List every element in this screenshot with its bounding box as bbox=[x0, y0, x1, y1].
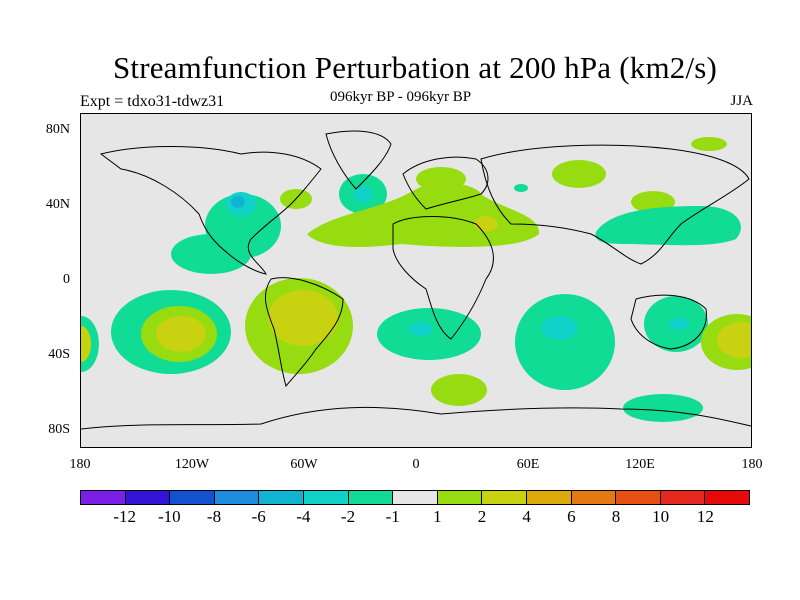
season-label: JJA bbox=[730, 93, 753, 109]
colorbar-label: 10 bbox=[652, 507, 670, 526]
colorbar-swatch bbox=[170, 491, 215, 504]
colorbar-swatch bbox=[526, 491, 572, 504]
colorbar-swatch bbox=[571, 491, 617, 504]
colorbar-label: 4 bbox=[522, 507, 531, 526]
chart-title: Streamfunction Perturbation at 200 hPa (… bbox=[112, 50, 718, 85]
colorbar-swatch bbox=[125, 491, 171, 504]
contour-negative bbox=[353, 186, 373, 202]
contour-positive bbox=[431, 374, 487, 406]
contour-positive bbox=[268, 290, 338, 346]
colorbar-label: 6 bbox=[567, 507, 576, 526]
coastline-south-america bbox=[264, 277, 344, 388]
lon-label: 120W bbox=[174, 457, 210, 472]
contour-negative bbox=[541, 316, 577, 340]
map-svg bbox=[81, 130, 751, 430]
colorbar-label: -1 bbox=[385, 507, 400, 526]
colorbar-swatch bbox=[482, 491, 527, 504]
colorbar-swatch bbox=[393, 491, 438, 504]
colorbar-label: -12 bbox=[113, 507, 136, 526]
coastline-africa bbox=[392, 216, 494, 340]
contour-negative bbox=[515, 294, 615, 390]
lon-label: 60W bbox=[290, 457, 318, 472]
colorbar bbox=[80, 490, 750, 505]
colorbar-label: -4 bbox=[296, 507, 311, 526]
contour-negative bbox=[231, 196, 245, 208]
contour-positive bbox=[691, 137, 727, 151]
contour-positive bbox=[717, 322, 751, 358]
colorbar-label: 2 bbox=[477, 507, 487, 526]
colorbar-swatch bbox=[259, 491, 304, 504]
contour-negative bbox=[514, 184, 528, 192]
colorbar-swatch bbox=[616, 491, 661, 504]
colorbar-swatch bbox=[214, 491, 260, 504]
contour-positive bbox=[81, 326, 91, 362]
coastlines bbox=[81, 130, 751, 430]
lat-label: 40N bbox=[45, 197, 70, 212]
lon-label: 60E bbox=[516, 457, 540, 472]
contour-negative bbox=[669, 318, 689, 330]
contour-negative bbox=[595, 206, 741, 246]
lat-label: 80N bbox=[45, 122, 70, 137]
colorbar-label: -10 bbox=[157, 507, 181, 526]
lon-label: 120E bbox=[625, 457, 655, 472]
lat-label: 0 bbox=[63, 272, 70, 287]
map-plot-area bbox=[80, 113, 752, 448]
contour-positive bbox=[156, 316, 206, 352]
coastline-north-america bbox=[99, 146, 322, 275]
coastline-antarctica bbox=[81, 406, 751, 430]
lat-label: 40S bbox=[48, 347, 70, 362]
coastline-australia bbox=[630, 294, 707, 350]
colorbar-swatch bbox=[303, 491, 349, 504]
colorbar-swatch bbox=[705, 491, 749, 504]
contour-negative bbox=[623, 394, 703, 422]
lon-label: 180 bbox=[741, 457, 763, 472]
colorbar-label: 1 bbox=[433, 507, 442, 526]
colorbar-swatch bbox=[660, 491, 706, 504]
contour-negative bbox=[171, 234, 251, 274]
colorbar-swatch bbox=[437, 491, 483, 504]
contour-negative bbox=[409, 322, 433, 336]
contour-fields bbox=[81, 137, 751, 422]
colorbar-label: 12 bbox=[696, 507, 714, 526]
contour-positive bbox=[416, 167, 466, 191]
coastline-greenland bbox=[325, 130, 392, 190]
colorbar-label: -2 bbox=[340, 507, 356, 526]
colorbar-label: -8 bbox=[206, 507, 222, 526]
chart-subtitle: 096kyr BP - 096kyr BP bbox=[330, 89, 472, 105]
colorbar-label: 8 bbox=[611, 507, 621, 526]
coastline-asia bbox=[480, 144, 750, 265]
contour-positive bbox=[474, 216, 498, 232]
colorbar-swatch bbox=[348, 491, 394, 504]
lat-label: 80S bbox=[48, 422, 70, 437]
colorbar-label: -6 bbox=[251, 507, 266, 526]
contour-positive bbox=[552, 160, 606, 188]
lon-label: 0 bbox=[412, 457, 420, 472]
coastline-europe bbox=[402, 156, 489, 210]
experiment-label: Expt = tdxo31-tdwz31 bbox=[80, 93, 225, 110]
colorbar-swatch bbox=[81, 491, 126, 504]
lon-label: 180 bbox=[69, 457, 91, 472]
